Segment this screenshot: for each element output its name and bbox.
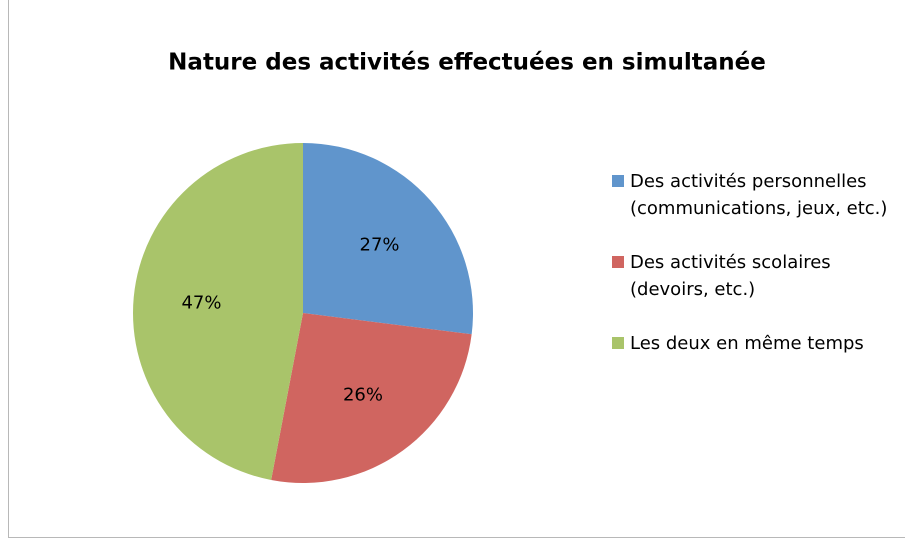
legend-swatch bbox=[612, 175, 624, 187]
pie-slice bbox=[303, 143, 473, 335]
legend-label: Les deux en même temps bbox=[630, 333, 864, 354]
data-label: 27% bbox=[360, 235, 400, 256]
legend-swatch bbox=[612, 256, 624, 268]
legend-swatch bbox=[612, 337, 624, 349]
legend-label: Des activités personnelles (communicatio… bbox=[630, 171, 888, 219]
legend-item: Des activités personnelles (communicatio… bbox=[612, 168, 892, 222]
pie-slice bbox=[271, 313, 472, 483]
legend-label: Des activités scolaires (devoirs, etc.) bbox=[630, 252, 831, 300]
pie-slice bbox=[133, 143, 303, 480]
data-label: 47% bbox=[181, 292, 221, 313]
data-label: 26% bbox=[343, 385, 383, 406]
chart-title: Nature des activités effectuées en simul… bbox=[168, 50, 766, 76]
legend-item: Des activités scolaires (devoirs, etc.) bbox=[612, 249, 892, 303]
legend: Des activités personnelles (communicatio… bbox=[612, 168, 892, 384]
legend-item: Les deux en même temps bbox=[612, 330, 892, 357]
chart-frame bbox=[8, 0, 905, 538]
